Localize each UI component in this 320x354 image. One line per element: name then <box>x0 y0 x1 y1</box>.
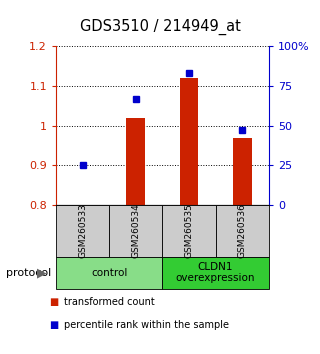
Text: ■: ■ <box>50 297 59 307</box>
Text: GSM260533: GSM260533 <box>78 204 87 258</box>
Text: GSM260534: GSM260534 <box>131 204 140 258</box>
Text: control: control <box>91 268 127 278</box>
Text: GSM260535: GSM260535 <box>185 204 194 258</box>
Text: transformed count: transformed count <box>64 297 155 307</box>
Text: protocol: protocol <box>6 268 52 278</box>
Text: CLDN1
overexpression: CLDN1 overexpression <box>176 262 255 284</box>
Text: percentile rank within the sample: percentile rank within the sample <box>64 320 229 330</box>
Text: GDS3510 / 214949_at: GDS3510 / 214949_at <box>80 18 240 35</box>
Bar <box>126 118 145 205</box>
Bar <box>233 138 252 205</box>
Text: ■: ■ <box>50 320 59 330</box>
Text: ▶: ▶ <box>37 266 46 279</box>
Text: GSM260536: GSM260536 <box>238 204 247 258</box>
Bar <box>180 78 198 205</box>
